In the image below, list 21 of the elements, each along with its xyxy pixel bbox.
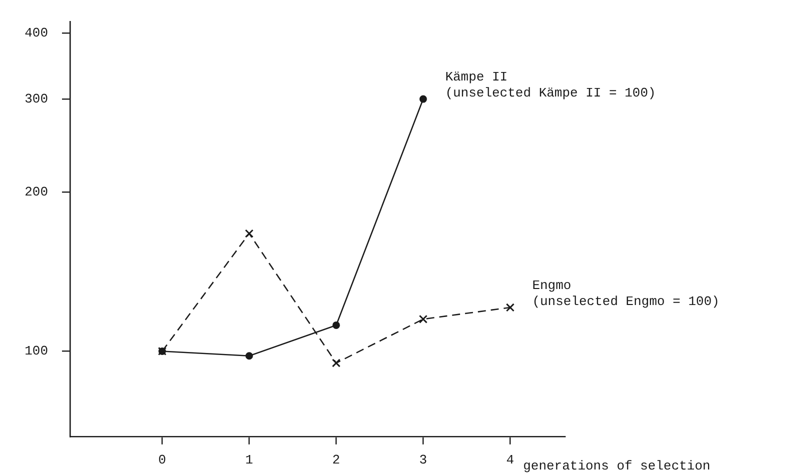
point bbox=[332, 321, 340, 329]
y-tick-label: 300 bbox=[24, 91, 48, 106]
x-tick-label: 3 bbox=[419, 452, 428, 468]
point bbox=[506, 303, 514, 312]
series-label: Engmo bbox=[532, 278, 572, 293]
x-tick-label: 4 bbox=[506, 452, 514, 468]
x-tick-label: 0 bbox=[158, 452, 166, 468]
y-tick-label: 400 bbox=[24, 25, 48, 40]
y-tick-label: 100 bbox=[24, 344, 48, 359]
point bbox=[332, 358, 340, 368]
x-tick-label: 2 bbox=[332, 452, 340, 468]
x-axis-title: generations of selection bbox=[523, 458, 710, 474]
annotation: (unselected Engmo = 100) bbox=[532, 294, 720, 309]
point bbox=[244, 229, 254, 238]
point bbox=[418, 314, 428, 324]
y-tick-label: 200 bbox=[24, 184, 48, 200]
point bbox=[245, 352, 253, 360]
point bbox=[419, 95, 427, 103]
x-tick-label: 1 bbox=[245, 452, 254, 468]
annotation: (unselected Kämpe II = 100) bbox=[445, 85, 656, 100]
series-label: Kämpe II bbox=[445, 69, 508, 84]
